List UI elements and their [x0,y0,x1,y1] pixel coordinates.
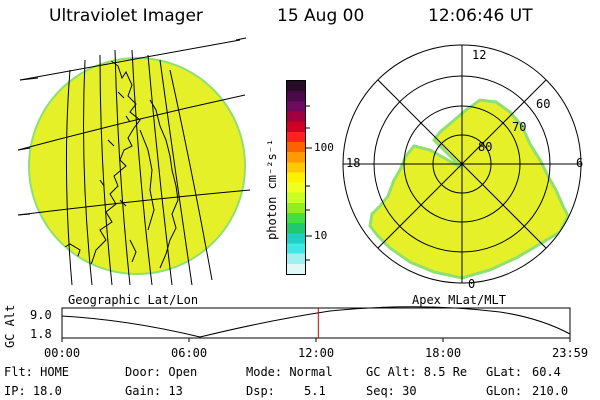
polar-lat-70: 70 [512,120,527,134]
altitude-curve [61,306,571,338]
geo-panel-label: Geographic Lat/Lon [68,293,199,307]
timeline-xtick-0000: 00:00 [44,346,81,360]
status-door: Door: Open [125,365,198,379]
polar-mlt-12: 12 [472,48,487,62]
aurora-oval [368,98,570,280]
status-dsp-label: Dsp: [246,384,275,398]
timeline-xtick-1200: 12:00 [298,346,335,360]
geo-grid-outer [17,37,247,216]
geo-image-disk [28,57,246,275]
timeline-xtick-2359: 23:59 [552,346,589,360]
status-dsp-value: 5.1 [304,384,326,398]
observation-time: 12:06:46 UT [428,6,533,26]
polar-lat-80: 80 [478,140,493,154]
status-glon-value: 210.0 [532,384,569,398]
status-seq: Seq: 30 [366,384,417,398]
polar-grid [342,44,582,284]
timeline-xtick-1800: 18:00 [425,346,462,360]
status-glat-value: 60.4 [532,365,561,379]
geo-grid [17,39,251,286]
timeline-xtick-0600: 06:00 [171,346,208,360]
status-gc-alt: GC Alt: 8.5 Re [366,365,468,379]
instrument-title: Ultraviolet Imager [49,6,203,26]
polar-mlt-0: 0 [468,277,476,291]
status-mode: Mode: Normal [246,365,333,379]
timeline-frame [61,307,571,339]
timeline-ytick-low: 1.8 [30,327,52,341]
timeline-ytick-high: 9.0 [30,308,52,322]
status-ip: IP: 18.0 [4,384,62,398]
polar-lat-60: 60 [536,97,551,111]
status-flight: Flt: HOME [4,365,70,379]
observation-date: 15 Aug 00 [277,6,365,26]
timeline-ticks [61,338,571,342]
timeline-ylabel: GC Alt [3,304,17,348]
colorbar-tick-10: 10 [314,229,328,242]
polar-mlt-6: 6 [576,156,584,170]
polar-panel-label: Apex MLat/MLT [412,293,506,307]
status-glon-label: GLon: [486,384,523,398]
status-glat-label: GLat: [486,365,523,379]
status-gain: Gain: 13 [125,384,183,398]
geo-coastline [59,59,179,274]
polar-mlt-18: 18 [346,156,361,170]
colorbar-tick-100: 100 [314,141,334,154]
colorbar [286,80,306,275]
